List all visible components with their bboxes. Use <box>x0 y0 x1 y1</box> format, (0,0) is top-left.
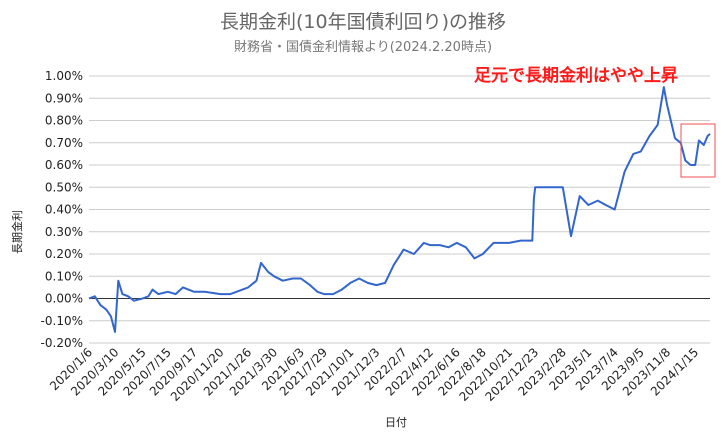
chart-title: 長期金利(10年国債利回り)の推移 <box>220 11 506 33</box>
y-tick-label: 1.00% <box>45 69 83 83</box>
y-tick-label: 0.30% <box>45 225 83 239</box>
highlight-box <box>680 123 716 178</box>
y-tick-label: 0.90% <box>45 91 83 105</box>
yield-line <box>88 86 711 333</box>
y-tick-label: 0.00% <box>45 292 83 306</box>
y-tick-label: -0.10% <box>41 314 83 328</box>
y-tick-labels: -0.20% -0.10% 0.00% 0.10% 0.20% 0.30% 0.40% 0.5… <box>41 69 83 350</box>
y-tick-label: 0.10% <box>45 269 83 283</box>
annotation-note: 足元で長期金利はやや上昇 <box>474 65 678 86</box>
y-tick-label: 0.40% <box>45 203 83 217</box>
y-axis-label: 長期金利 <box>10 210 24 254</box>
y-tick-label: 0.20% <box>45 247 83 261</box>
chart-subtitle: 財務省・国債金利情報より(2024.2.20時点) <box>234 39 492 55</box>
gridlines <box>89 75 710 344</box>
x-axis-label: 日付 <box>385 416 407 429</box>
x-tick-labels: 2020/1/62020/3/102020/5/152020/7/152020/… <box>47 345 701 404</box>
y-tick-label: 0.60% <box>45 158 83 172</box>
y-tick-label: 0.70% <box>45 136 83 150</box>
y-tick-label: -0.20% <box>41 336 83 350</box>
y-tick-label: 0.50% <box>45 180 83 194</box>
series-group <box>88 86 711 333</box>
y-tick-label: 0.80% <box>45 114 83 128</box>
